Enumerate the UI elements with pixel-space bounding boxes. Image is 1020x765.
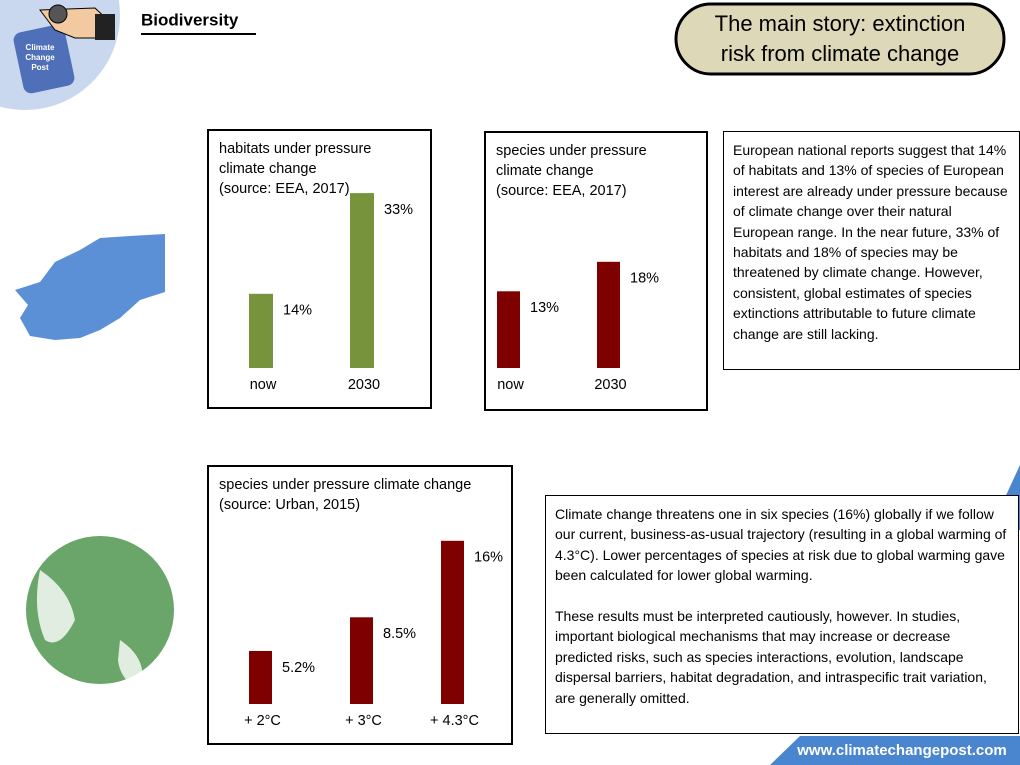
x-tick-label: now: [250, 377, 277, 393]
bar: [597, 261, 620, 368]
footer-banner: [770, 736, 1020, 765]
logo-card: [13, 24, 75, 94]
bar: [350, 617, 373, 704]
x-tick-label: + 2°C: [244, 713, 281, 729]
bar: [249, 650, 272, 704]
chart-box: species under pressure climate change (sou…: [484, 131, 708, 411]
sleeve: [95, 14, 115, 40]
text-box: Climate change threatens one in six spec…: [545, 495, 1019, 734]
value-label: 16%: [474, 550, 503, 566]
chart-title: species under pressure: [496, 143, 647, 159]
logo-text: Post: [31, 63, 49, 72]
chart-title: climate change: [496, 163, 594, 179]
value-label: 8.5%: [383, 626, 416, 642]
x-tick-label: 2030: [348, 377, 380, 393]
paragraph: Climate change threatens one in six spec…: [555, 506, 1007, 584]
logo-text: Change: [25, 53, 55, 62]
chart-title: (source: EEA, 2017): [219, 181, 350, 197]
europe-map: [15, 234, 165, 340]
value-label: 5.2%: [282, 660, 315, 676]
chart-title: habitats under pressure: [219, 141, 372, 157]
x-tick-label: + 4.3°C: [430, 713, 479, 729]
value-label: 13%: [530, 300, 559, 316]
chart-box: habitats under pressure climate change (so…: [207, 129, 432, 409]
chart-title: climate change: [219, 161, 317, 177]
globe: [26, 536, 174, 684]
value-label: 33%: [384, 202, 413, 218]
value-label: 18%: [630, 271, 659, 287]
paragraph: European national reports suggest that 1…: [733, 142, 1008, 342]
footer-url: www.climatechangepost.com: [796, 742, 1007, 759]
chart-title: species under pressure climate change: [219, 477, 472, 493]
x-tick-label: now: [497, 377, 524, 393]
value-label: 14%: [283, 303, 312, 319]
chart-title: (source: Urban, 2015): [219, 497, 361, 513]
bar: [441, 540, 464, 704]
bar: [350, 193, 374, 368]
globe-ocean: [36, 570, 143, 690]
story-text: The main story: extinction: [715, 11, 966, 36]
story-text: risk from climate change: [721, 41, 959, 66]
chart-title: (source: EEA, 2017): [496, 183, 627, 199]
bar: [497, 291, 520, 368]
x-tick-label: + 3°C: [345, 713, 382, 729]
logo-text: Climate: [26, 43, 55, 52]
text-box: European national reports suggest that 1…: [723, 131, 1020, 370]
page-title: Biodiversity: [141, 10, 239, 29]
x-tick-label: 2030: [594, 377, 626, 393]
bar: [249, 293, 273, 368]
paragraph: These results must be interpreted cautio…: [555, 608, 987, 706]
story-bubble: [674, 2, 1006, 76]
stamp: [48, 4, 68, 24]
